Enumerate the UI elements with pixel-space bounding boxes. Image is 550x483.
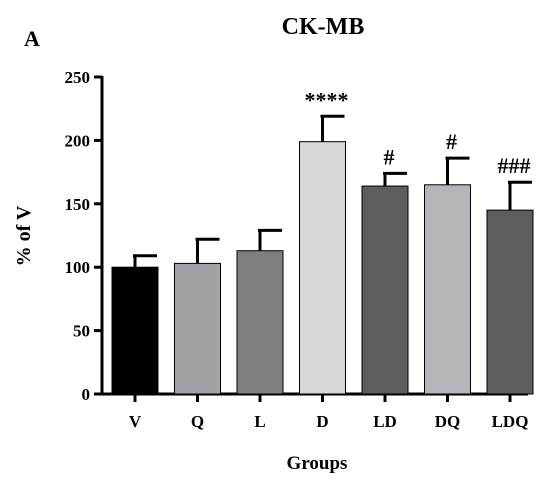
y-tick-label-3: 150 [65, 195, 91, 214]
bar-3 [299, 141, 346, 395]
y-tick-label-0: 0 [82, 385, 91, 404]
y-axis-label: % of V [13, 205, 35, 266]
bar-6 [486, 209, 534, 395]
y-tick-label-4: 200 [65, 131, 91, 150]
annotation-3: **** [305, 87, 349, 112]
x-tick-label-1: Q [191, 412, 204, 431]
x-tick-label-5: DQ [435, 412, 461, 431]
annotation-5: # [446, 129, 457, 154]
bar-1 [174, 262, 221, 395]
annotation-6: ### [498, 153, 531, 178]
chart-title: CK-MB [282, 14, 365, 40]
x-tick-label-6: LDQ [492, 412, 529, 431]
x-tick-label-4: LD [373, 412, 397, 431]
bar-4 [361, 185, 409, 395]
bar-2 [236, 250, 284, 395]
x-tick-label-3: D [316, 412, 328, 431]
annotation-4: # [384, 144, 395, 169]
x-axis-label: Groups [287, 453, 348, 474]
y-tick-label-2: 100 [65, 258, 91, 277]
x-tick-label-0: V [129, 412, 142, 431]
bar-5 [424, 184, 471, 395]
x-tick-label-2: L [254, 412, 265, 431]
y-tick-label-5: 250 [65, 68, 91, 87]
bar-0 [111, 266, 159, 395]
y-tick-label-1: 50 [73, 322, 90, 341]
panel-label: A [24, 26, 40, 51]
